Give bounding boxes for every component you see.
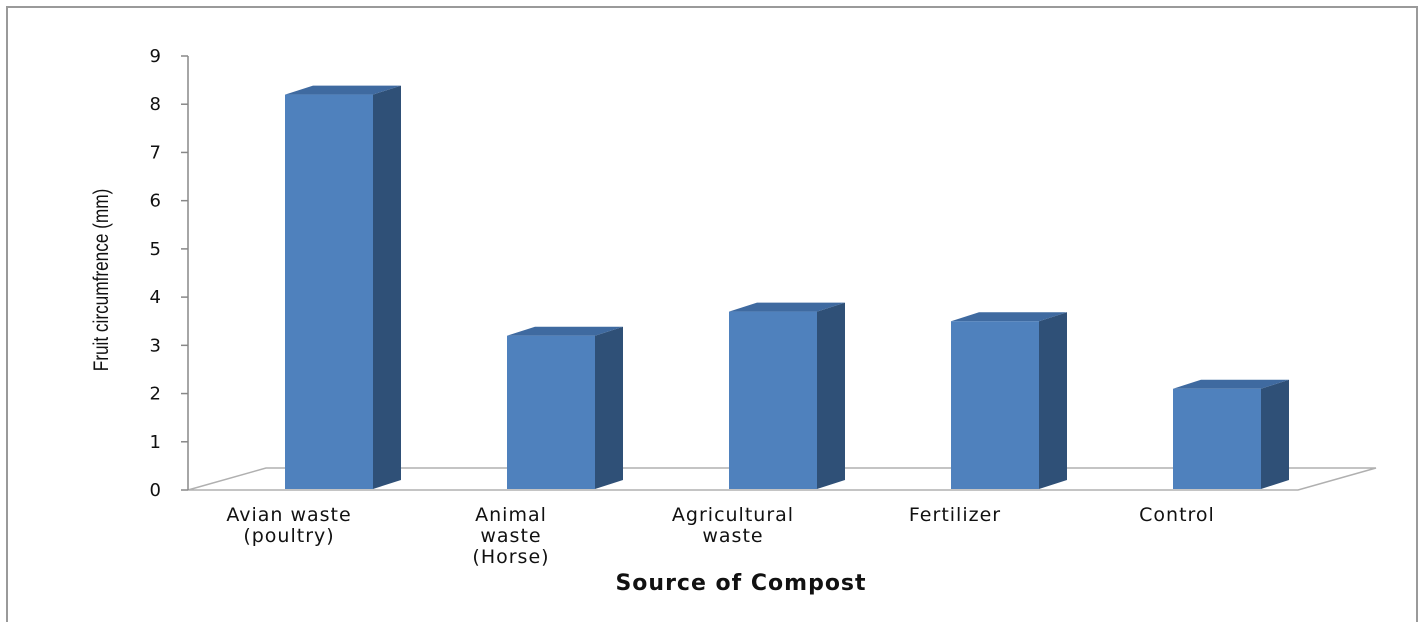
bar-side	[1261, 379, 1289, 489]
y-tick-label: 4	[150, 287, 162, 308]
bar-side	[595, 326, 623, 489]
bar-front	[507, 335, 595, 489]
bar-front	[285, 94, 373, 490]
bar-chart: 0 1 2 3 4 5 6 7 8 9 Avian waste (poultry) Animal was…	[91, 46, 1377, 596]
y-tick-label: 9	[150, 46, 162, 67]
y-tick-label: 8	[150, 94, 162, 115]
y-tick-label: 3	[150, 335, 162, 356]
bar-front	[951, 321, 1039, 489]
bar-top	[1173, 379, 1289, 389]
bars	[285, 85, 1289, 490]
bar	[729, 302, 845, 489]
bar-side	[817, 302, 845, 489]
bar-top	[729, 302, 845, 312]
y-tick-label: 2	[150, 384, 162, 405]
bar	[507, 326, 623, 489]
y-tick-label: 6	[150, 191, 162, 212]
y-axis: 0 1 2 3 4 5 6 7 8 9	[150, 46, 189, 501]
bar-top	[285, 85, 401, 95]
y-tick-label: 7	[150, 142, 162, 163]
bar	[1173, 379, 1289, 489]
y-tick-label: 0	[150, 480, 162, 501]
y-tick-label: 1	[150, 432, 162, 453]
bar-side	[1039, 312, 1067, 489]
bar-top	[507, 326, 623, 336]
x-tick-label: Avian waste (poultry)	[226, 504, 351, 547]
bar	[951, 312, 1067, 489]
bar-top	[951, 312, 1067, 322]
bar-front	[1173, 388, 1261, 489]
bar	[285, 85, 401, 490]
x-axis-labels: Avian waste (poultry) Animal waste (Horse) Ag…	[226, 504, 1215, 568]
x-tick-label: Agricultural waste	[672, 504, 794, 547]
y-axis-title: Fruit circumfrence (mm)	[91, 189, 114, 372]
bar-front	[729, 311, 817, 489]
x-axis-title: Source of Compost	[615, 571, 866, 596]
y-tick-label: 5	[150, 239, 162, 260]
chart-frame: 0 1 2 3 4 5 6 7 8 9 Avian waste (poultry) Animal was…	[6, 6, 1418, 622]
x-tick-label: Animal waste (Horse)	[472, 504, 549, 568]
x-tick-label: Control	[1139, 504, 1215, 526]
x-tick-label: Fertilizer	[909, 504, 1001, 526]
bar-side	[373, 85, 401, 490]
